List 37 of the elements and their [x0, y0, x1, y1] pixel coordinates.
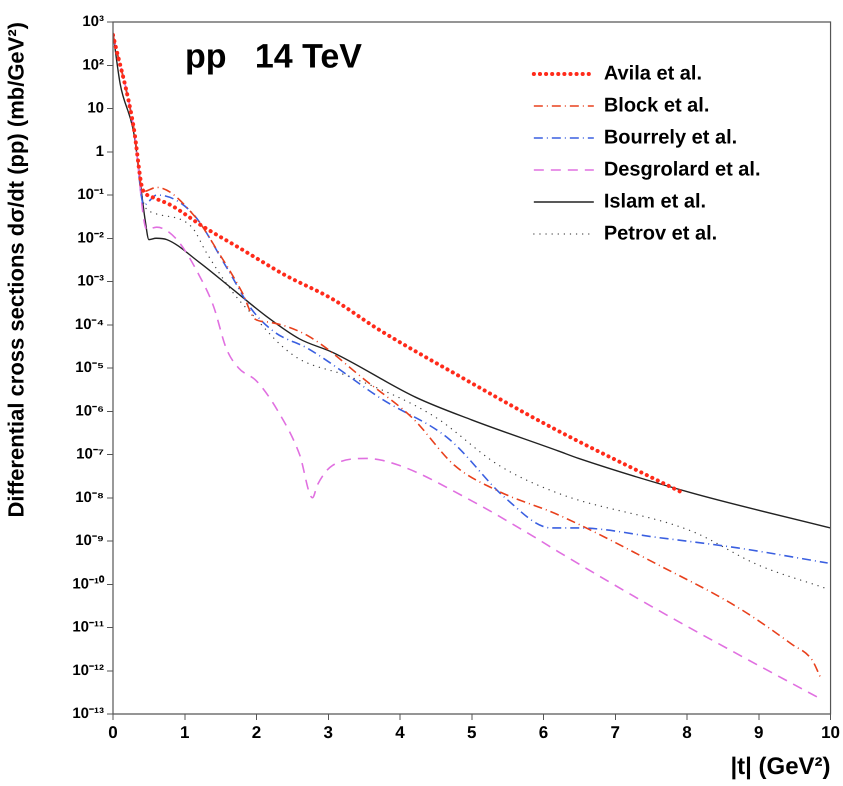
y-tick-label: 10⁻³ [77, 272, 104, 290]
x-tick-label: 10 [821, 722, 840, 742]
text: pp 14 TeV [185, 37, 362, 76]
y-tick-label: 10⁻¹³ [72, 705, 104, 722]
y-tick-label: 10⁻⁴ [74, 316, 104, 333]
x-tick-label: 6 [538, 722, 548, 742]
y-tick-label: 10³ [82, 13, 104, 30]
y-tick-label: 10⁻⁸ [75, 488, 104, 506]
legend-label: Desgrolard et al. [604, 158, 761, 181]
x-tick-label: 0 [108, 722, 118, 742]
x-tick-label: 2 [252, 722, 262, 742]
x-tick-label: 1 [180, 722, 190, 742]
legend-label: Avila et al. [604, 62, 702, 85]
legend-label: Block et al. [604, 94, 710, 117]
y-tick-label: 10⁻⁹ [75, 532, 104, 550]
y-tick-label: 10⁻¹¹ [72, 618, 104, 636]
y-tick-label: 10⁻¹ [77, 186, 104, 204]
y-tick-label: 10 [87, 100, 104, 117]
y-tick-label: 10² [82, 56, 104, 74]
y-tick-label: 10⁻¹² [72, 662, 104, 679]
x-axis-title: |t| (GeV²) [730, 753, 831, 780]
x-tick-label: 7 [610, 722, 620, 742]
legend-label: Islam et al. [604, 190, 706, 213]
y-tick-label: 10⁻¹⁰ [72, 574, 105, 592]
y-tick-label: 10⁻⁵ [75, 359, 104, 376]
x-tick-label: 3 [324, 722, 333, 742]
x-tick-label: 8 [682, 722, 692, 742]
x-tick-label: 9 [754, 722, 764, 742]
y-tick-label: 10⁻² [77, 229, 104, 246]
y-tick-label: 10⁻⁶ [75, 402, 104, 420]
legend-label: Petrov et al. [604, 222, 718, 245]
legend-label: Bourrely et al. [604, 126, 738, 149]
y-axis-title: Differential cross sections dσ/dt (pp) (mb/GeV²) [3, 22, 28, 518]
y-tick-label: 10⁻⁷ [76, 446, 104, 463]
y-tick-label: 1 [96, 142, 104, 160]
x-tick-label: 4 [395, 722, 406, 742]
x-tick-label: 5 [467, 722, 477, 742]
